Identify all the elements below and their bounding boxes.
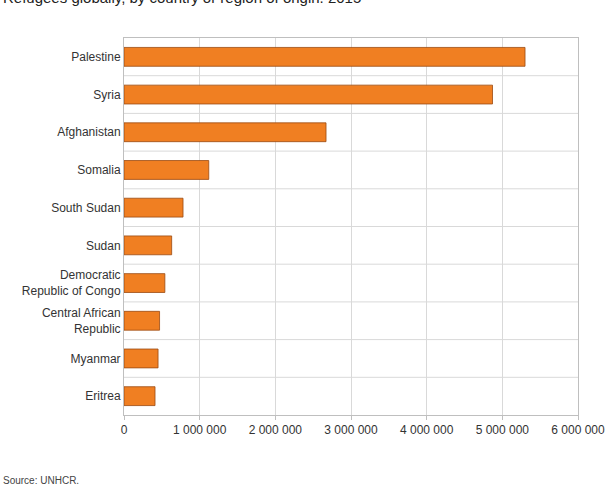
svg-text:Central AfricanRepublic: Central AfricanRepublic (42, 306, 121, 336)
svg-text:1 000 000: 1 000 000 (173, 423, 227, 437)
svg-text:4 000 000: 4 000 000 (400, 423, 454, 437)
svg-text:South Sudan: South Sudan (51, 201, 120, 215)
svg-text:Source: UNHCR.: Source: UNHCR. (3, 475, 79, 486)
svg-text:Palestine: Palestine (71, 50, 121, 64)
svg-text:Somalia: Somalia (77, 163, 121, 177)
svg-text:Myanmar: Myanmar (71, 352, 121, 366)
svg-text:5 000 000: 5 000 000 (476, 423, 530, 437)
svg-text:3 000 000: 3 000 000 (324, 423, 378, 437)
svg-text:Afghanistan: Afghanistan (57, 125, 120, 139)
svg-text:2 000 000: 2 000 000 (249, 423, 303, 437)
svg-text:0: 0 (121, 423, 128, 437)
svg-text:Sudan: Sudan (86, 239, 121, 253)
svg-text:Syria: Syria (93, 88, 121, 102)
svg-text:Eritrea: Eritrea (85, 389, 121, 403)
svg-text:DemocraticRepublic of Congo: DemocraticRepublic of Congo (22, 268, 121, 298)
svg-text:6 000 000: 6 000 000 (551, 423, 605, 437)
svg-text:Refugees globally, by country: Refugees globally, by country or region … (3, 0, 361, 6)
